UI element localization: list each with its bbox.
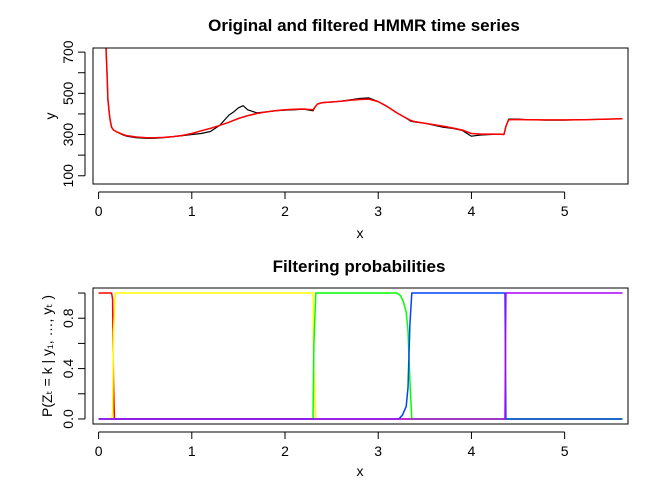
x-tick-label: 4 [468,203,476,219]
x-tick-label: 2 [281,203,289,219]
x-tick-label: 2 [281,443,289,459]
x-tick-label: 4 [468,443,476,459]
series-line-2 [98,292,623,420]
series-line-0 [98,292,623,420]
x-tick-label: 5 [561,443,569,459]
x-axis: 0 1 2 3 4 5 [95,191,569,219]
y-tick-label: 300 [60,123,76,147]
series-layer [98,292,623,420]
y-tick-label: 0.8 [60,308,76,328]
series-line-original [105,47,623,139]
x-tick-label: 0 [95,443,103,459]
y-axis: 0.0 0.4 0.8 [60,292,86,429]
panel-time-series: Original and filtered HMMR time series 0… [42,16,629,241]
y-tick-label: 0.4 [60,359,76,379]
series-line-1 [98,292,623,420]
plot-frame [92,287,629,425]
series-line-filtered [105,47,623,139]
x-tick-label: 5 [561,203,569,219]
chart-title: Original and filtered HMMR time series [208,16,520,35]
y-tick-label: 100 [60,164,76,188]
y-axis-label: P(Zₜ = k | y₁, …, yₜ ) [39,295,55,417]
y-tick-label: 0.0 [60,409,76,429]
y-axis: 100 300 500 700 [60,40,86,188]
x-tick-label: 3 [374,443,382,459]
series-layer [105,47,623,139]
x-tick-label: 0 [95,203,103,219]
y-axis-label: y [42,113,58,120]
panel-filtering-probabilities: Filtering probabilities 0 1 2 3 4 5 0.0 0.4 0.8… [39,257,629,479]
x-tick-label: 1 [188,203,196,219]
plot-frame [92,47,629,185]
x-axis: 0 1 2 3 4 5 [95,431,569,459]
x-axis-label: x [357,463,364,479]
series-line-3 [98,292,623,420]
x-axis-label: x [357,225,364,241]
y-tick-label: 500 [60,81,76,105]
x-tick-label: 1 [188,443,196,459]
x-tick-label: 3 [374,203,382,219]
series-line-4 [98,292,623,420]
y-tick-label: 700 [60,40,76,64]
chart-title: Filtering probabilities [273,257,446,276]
